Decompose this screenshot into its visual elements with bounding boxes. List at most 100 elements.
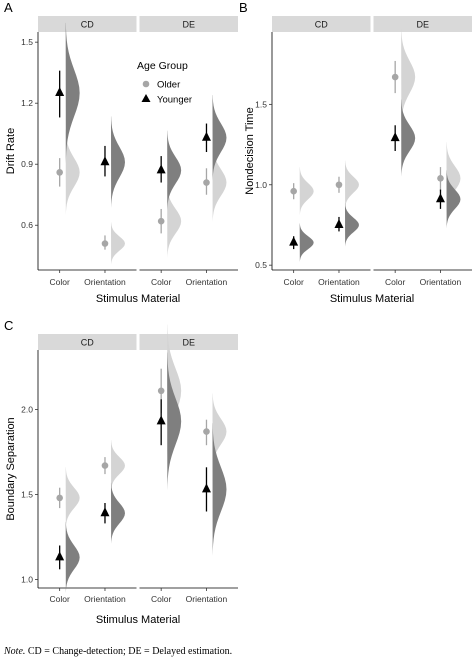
panel-letter: C [4,318,13,333]
facet-label: DE [182,20,195,30]
facet-label: CD [315,20,328,30]
younger-point [334,218,344,228]
younger-density [167,352,182,491]
older-point [437,175,444,182]
facet-label: CD [81,338,94,348]
younger-point [390,132,400,142]
x-tick-label: Orientation [318,277,360,287]
note-text: CD = Change-detection; DE = Delayed esti… [25,646,233,657]
older-point [101,462,109,469]
x-tick-label: Color [50,277,70,287]
x-tick-label: Color [50,594,70,604]
legend-title: Age Group [137,60,188,72]
younger-density [167,130,182,210]
older-point [290,187,297,195]
younger-density [446,170,461,229]
x-tick-label: Color [385,277,405,287]
x-axis-title: Stimulus Material [96,293,180,305]
facet-strip [373,16,472,32]
older-point [157,387,165,395]
y-tick-label: 0.9 [21,159,33,169]
younger-density [65,521,80,594]
older-density [65,129,80,216]
older-point [391,73,399,81]
y-tick-label: 1.2 [21,98,33,108]
facet-strip [38,16,137,32]
facet-de: DE Color Orientation [139,334,238,604]
panel-b: B CD Color Orientation DE Color Orientation 0.5… [239,0,472,305]
y-tick-label: 1.0 [255,180,267,190]
younger-density [344,203,359,247]
facet-cd: CD Color Orientation [37,16,137,287]
older-point [203,428,210,435]
legend: Age Group Older Younger [137,60,192,106]
x-tick-label: Color [151,277,171,287]
note-label: Note. [4,646,26,657]
older-density [167,184,182,258]
older-density [110,222,125,265]
younger-density [299,223,314,262]
x-tick-label: Color [284,277,304,287]
younger-density [110,482,125,544]
figure-note: Note. CD = Change-detection; DE = Delaye… [4,646,232,657]
legend-entry-label: Younger [157,95,192,106]
younger-point [201,131,211,141]
younger-point [156,415,166,425]
younger-point [289,236,299,246]
older-density [299,167,314,216]
facet-label: DE [416,20,429,30]
facet-strip [38,334,137,350]
younger-density [401,99,416,177]
older-point [157,217,165,225]
facet-label: CD [81,20,94,30]
x-axis-title: Stimulus Material [96,614,180,626]
younger-point [100,507,110,517]
facet-strip [139,16,238,32]
facet-label: DE [182,338,195,348]
younger-point [201,483,211,493]
legend-older-key [142,80,150,88]
older-density [212,142,227,223]
older-point [56,169,63,176]
younger-point [100,156,110,166]
panel-a: A CD Color Orientation DE Color Orientation 0.6… [4,0,238,305]
y-axis-title: Boundary Separation [5,417,17,520]
facet-cd: CD Color Orientation [271,16,371,287]
facet-de: DE Color Orientation [373,16,472,287]
y-tick-label: 1.5 [21,490,33,500]
younger-density [212,423,227,556]
x-tick-label: Orientation [186,594,228,604]
older-density [65,467,80,529]
facet-strip [139,334,238,350]
y-tick-label: 0.6 [21,220,33,230]
younger-density [212,95,227,181]
older-density [401,28,416,126]
y-tick-label: 0.5 [255,260,267,270]
older-point [56,494,63,502]
x-tick-label: Orientation [186,277,228,287]
younger-density [65,22,80,164]
older-density [212,393,227,470]
younger-point [55,551,65,561]
older-density [110,440,125,492]
younger-density [110,116,125,208]
legend-entry-label: Older [157,80,180,91]
x-tick-label: Orientation [420,277,462,287]
panel-letter: A [4,0,13,15]
x-tick-label: Color [151,594,171,604]
younger-point [55,87,65,97]
older-point [101,240,109,247]
younger-point [156,164,166,174]
y-tick-label: 1.5 [255,99,267,109]
y-tick-label: 1.5 [21,37,33,47]
y-tick-label: 2.0 [21,405,33,415]
facet-cd: CD Color Orientation [37,334,137,604]
y-axis-title: Nondecision Time [244,107,256,194]
facet-de: DE Color Orientation [139,16,238,287]
x-axis-title: Stimulus Material [330,293,414,305]
panel-c: C CD Color Orientation DE Color Orientation 1.0… [4,318,238,626]
facet-strip [272,16,371,32]
older-point [335,181,343,189]
x-tick-label: Orientation [84,594,126,604]
